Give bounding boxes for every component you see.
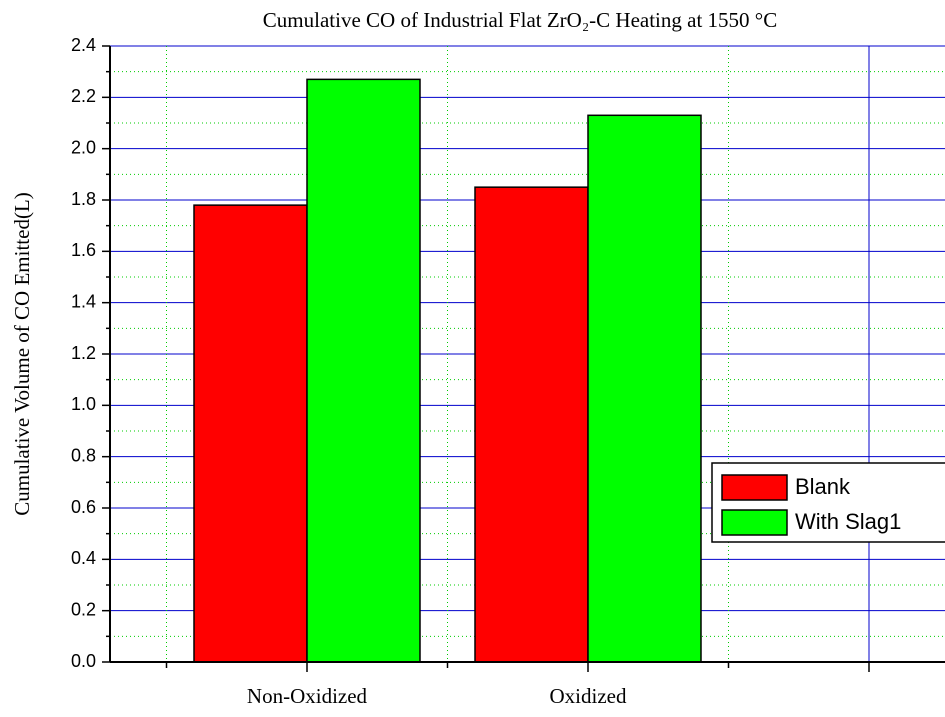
y-tick-label: 1.6 <box>71 240 96 260</box>
y-tick-label: 2.2 <box>71 86 96 106</box>
y-tick-label: 1.4 <box>71 291 96 311</box>
y-tick-label: 2.4 <box>71 35 96 55</box>
bar <box>474 186 589 663</box>
legend-label: Blank <box>795 474 851 499</box>
y-tick-label: 0.0 <box>71 651 96 671</box>
x-tick-label: Oxidized <box>550 684 627 708</box>
y-tick-label: 1.2 <box>71 343 96 363</box>
y-tick-label: 1.0 <box>71 394 96 414</box>
x-tick-label: Non-Oxidized <box>247 684 368 708</box>
chart-title: Cumulative CO of Industrial Flat ZrO₂-C … <box>263 8 777 32</box>
y-tick-label: 0.6 <box>71 497 96 517</box>
y-tick-label: 0.2 <box>71 599 96 619</box>
legend-swatch <box>721 509 788 536</box>
y-axis-label: Cumulative Volume of CO Emitted(L) <box>10 192 34 516</box>
bar <box>587 114 702 663</box>
y-tick-label: 1.8 <box>71 189 96 209</box>
y-tick-label: 0.8 <box>71 445 96 465</box>
y-tick-label: 0.4 <box>71 548 96 568</box>
y-tick-label: 2.0 <box>71 137 96 157</box>
bar <box>193 204 308 663</box>
bar <box>306 78 421 663</box>
legend-label: With Slag1 <box>795 509 901 534</box>
legend-swatch <box>721 474 788 501</box>
